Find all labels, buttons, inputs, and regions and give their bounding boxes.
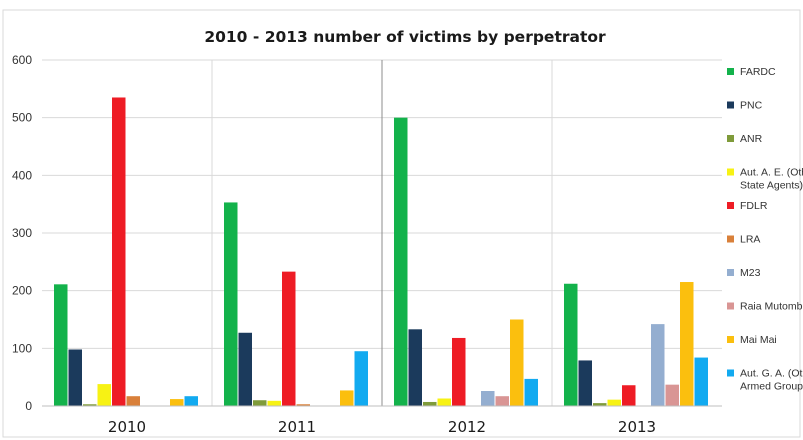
legend-swatch — [727, 235, 734, 243]
bar-fardc-2010 — [54, 284, 68, 406]
legend-swatch — [727, 369, 734, 377]
y-tick-label: 100 — [12, 341, 32, 355]
bar-aut-g-a-other-armed-groups-2012 — [524, 378, 538, 406]
y-tick-label: 600 — [12, 53, 32, 67]
legend-swatch — [727, 68, 734, 75]
bar-aut-g-a-other-armed-groups-2011 — [354, 351, 368, 406]
x-tick-label: 2010 — [108, 418, 146, 436]
x-tick-label: 2013 — [618, 418, 656, 436]
bar-fardc-2011 — [224, 202, 238, 406]
bar-lra-2010 — [126, 396, 140, 406]
bar-aut-a-e-other-state-agents-2011 — [267, 400, 281, 406]
bar-anr-2013 — [593, 403, 607, 406]
legend-label: Raia Mutombok — [740, 301, 803, 313]
legend-label: M23 — [740, 267, 761, 279]
y-tick-label: 300 — [12, 226, 32, 240]
legend-label: Mai Mai — [740, 334, 777, 346]
bar-m23-2013 — [651, 324, 665, 406]
bar-fdlr-2012 — [452, 337, 466, 406]
x-tick-label: 2011 — [278, 418, 316, 436]
bar-aut-g-a-other-armed-groups-2013 — [694, 357, 708, 406]
bar-aut-a-e-other-state-agents-2012 — [437, 398, 451, 406]
bar-pnc-2011 — [238, 332, 252, 406]
bar-raia-mutomboki-2013 — [665, 384, 679, 406]
bar-lra-2011 — [296, 404, 310, 406]
legend-swatch — [727, 101, 734, 109]
legend-swatch — [727, 269, 734, 276]
bar-pnc-2013 — [578, 360, 592, 406]
legend-label: State Agents) — [740, 180, 803, 192]
bar-mai-mai-2013 — [680, 282, 694, 406]
chart-title: 2010 - 2013 number of victims by perpetr… — [204, 28, 606, 46]
legend: FARDC PNC ANR Aut. A. E. (OtherState Agents… — [727, 66, 803, 393]
bar-anr-2011 — [253, 400, 267, 406]
y-tick-label: 200 — [12, 284, 32, 298]
bar-aut-g-a-other-armed-groups-2010 — [184, 396, 198, 406]
bar-fardc-2012 — [394, 117, 408, 407]
legend-swatch — [727, 302, 734, 310]
legend-label: FDLR — [740, 200, 768, 212]
bar-fdlr-2010 — [112, 97, 126, 406]
x-tick-label: 2012 — [448, 418, 486, 436]
bar-aut-a-e-other-state-agents-2010 — [97, 384, 111, 406]
y-tick-label: 0 — [25, 399, 32, 413]
bar-fdlr-2013 — [622, 385, 636, 406]
legend-swatch — [727, 336, 734, 343]
bar-anr-2012 — [423, 401, 437, 406]
bar-fdlr-2011 — [282, 271, 296, 406]
legend-swatch — [727, 168, 734, 176]
legend-label: LRA — [740, 234, 760, 246]
bar-mai-mai-2010 — [170, 399, 184, 406]
y-tick-label: 500 — [12, 111, 32, 125]
bar-mai-mai-2012 — [510, 319, 524, 406]
bars — [54, 97, 708, 407]
bar-anr-2010 — [83, 404, 97, 406]
legend-label: Aut. A. E. (Other — [740, 167, 803, 179]
legend-label: Armed Groups) — [740, 381, 803, 393]
legend-label: PNC — [740, 100, 763, 112]
y-axis-ticks: 0 100 200 300 400 500 600 — [12, 53, 32, 413]
bar-aut-a-e-other-state-agents-2013 — [607, 399, 621, 406]
legend-swatch — [727, 202, 734, 209]
bar-mai-mai-2011 — [340, 390, 354, 406]
bar-pnc-2010 — [68, 349, 82, 406]
bar-pnc-2012 — [408, 329, 422, 406]
y-tick-label: 400 — [12, 168, 32, 182]
legend-label: FARDC — [740, 66, 776, 78]
bar-m23-2012 — [481, 391, 495, 406]
category-separators — [211, 60, 553, 406]
legend-label: Aut. G. A. (Othe — [740, 368, 803, 380]
bar-fardc-2013 — [564, 283, 578, 406]
bar-raia-mutomboki-2012 — [495, 396, 509, 406]
x-axis-ticks: 2010 2011 2012 2013 — [108, 418, 656, 436]
legend-label: ANR — [740, 133, 763, 145]
legend-swatch — [727, 135, 734, 142]
